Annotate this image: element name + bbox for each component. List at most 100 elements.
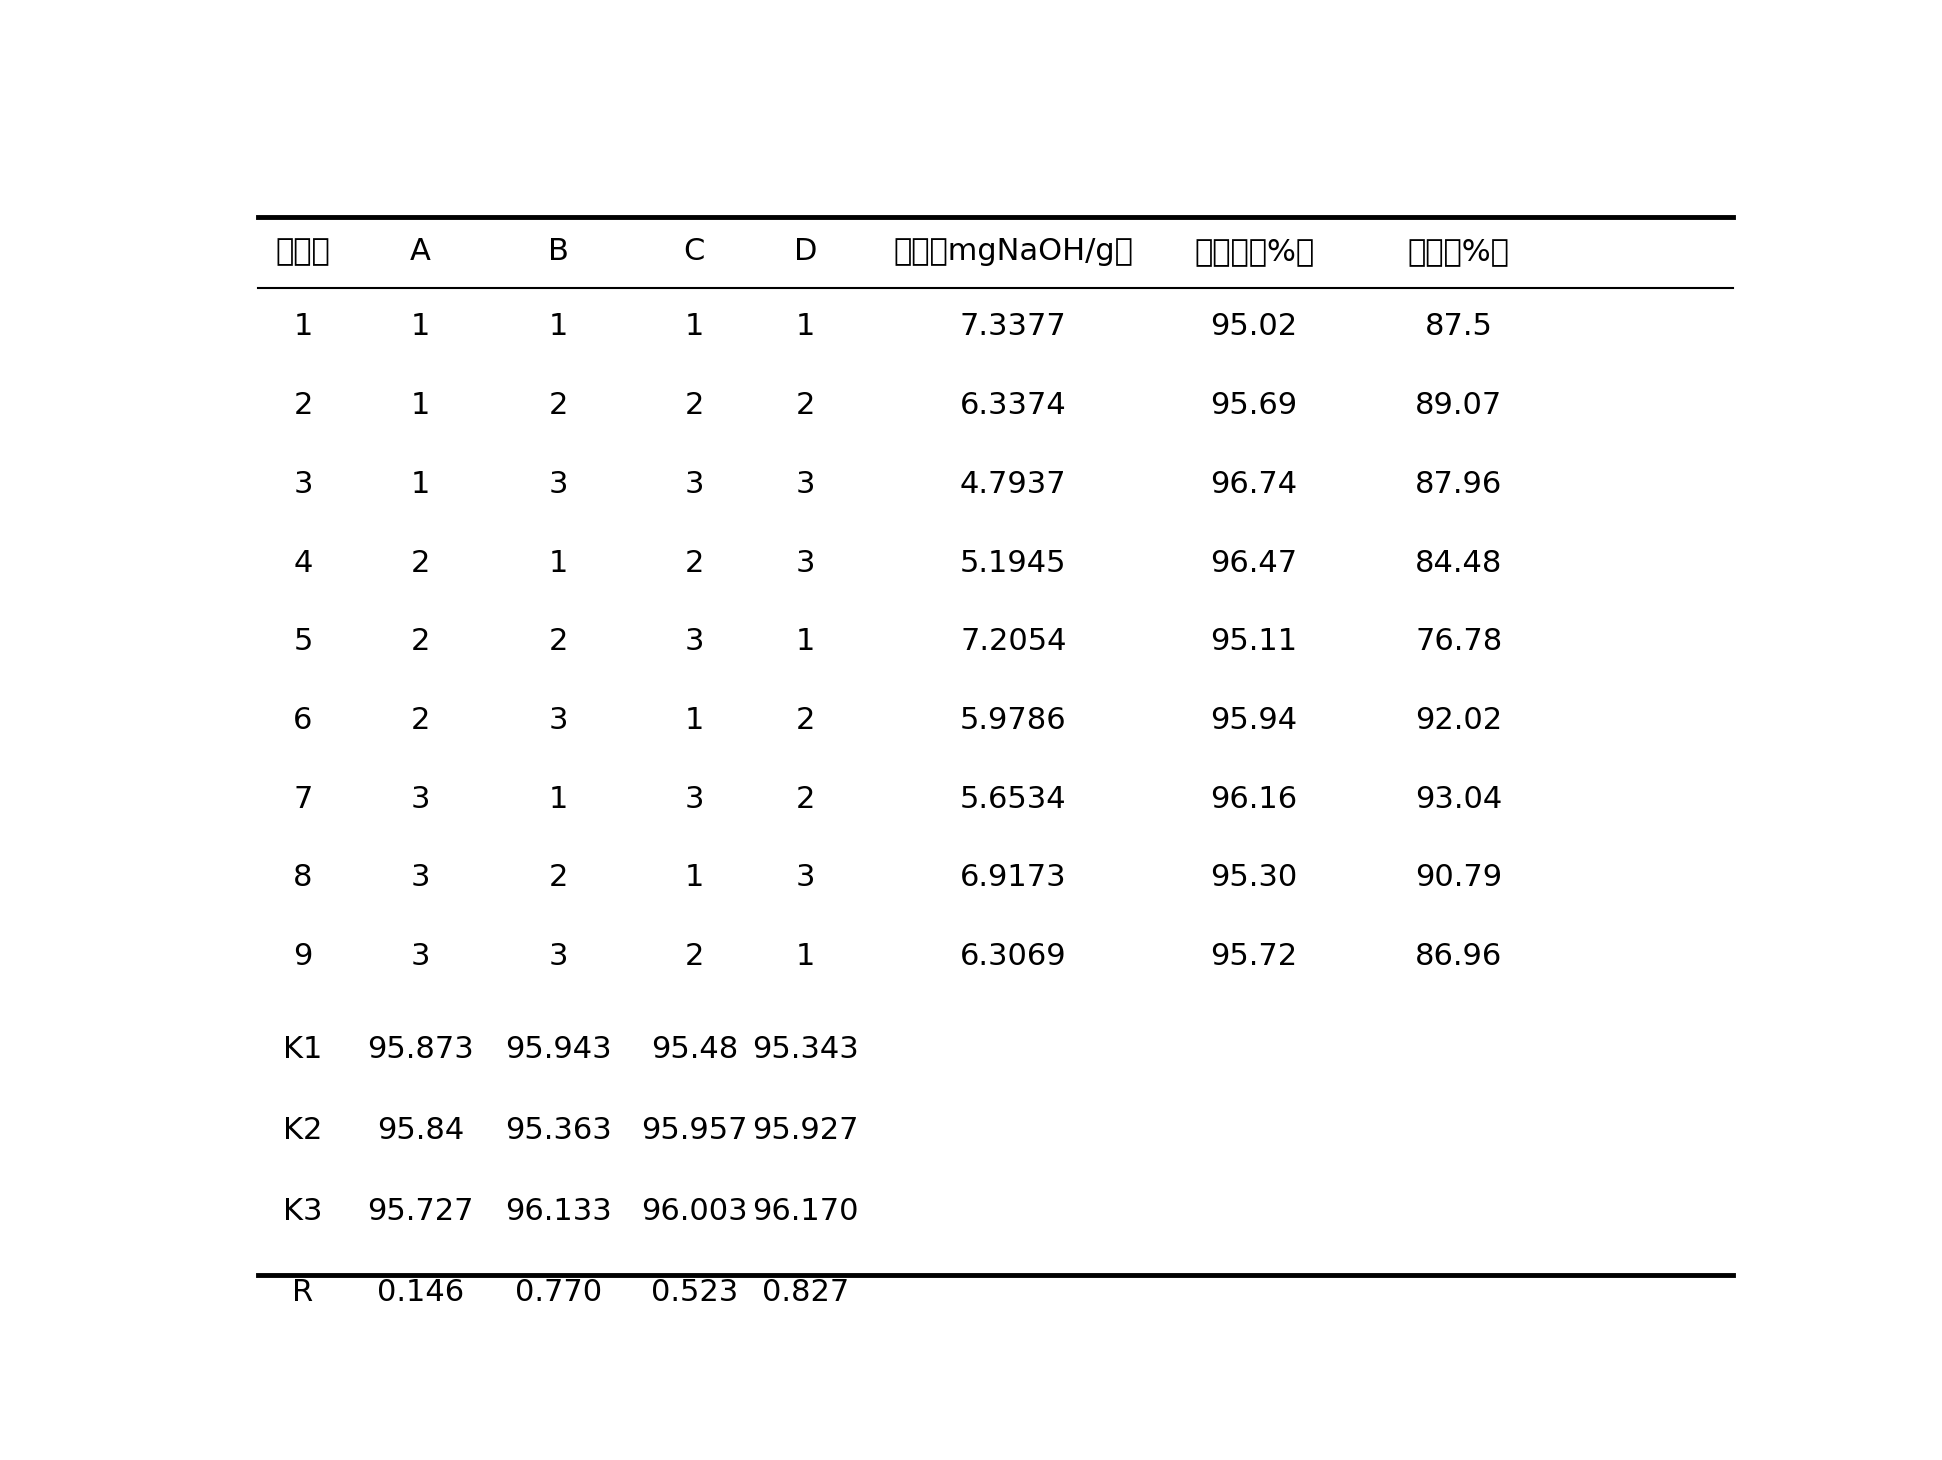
Text: 1: 1: [410, 470, 429, 499]
Text: 87.5: 87.5: [1425, 312, 1493, 342]
Text: 3: 3: [410, 942, 429, 971]
Text: 1: 1: [686, 707, 703, 734]
Text: R: R: [293, 1278, 313, 1307]
Text: 3: 3: [550, 707, 569, 734]
Text: D: D: [794, 237, 818, 266]
Text: 1: 1: [550, 549, 569, 578]
Text: 1: 1: [410, 312, 429, 342]
Text: 2: 2: [293, 391, 313, 420]
Text: 6.3374: 6.3374: [959, 391, 1066, 420]
Text: 7: 7: [293, 784, 313, 813]
Text: 95.943: 95.943: [505, 1035, 612, 1064]
Text: 6.9173: 6.9173: [959, 863, 1066, 892]
Text: 6: 6: [293, 707, 313, 734]
Text: 7.2054: 7.2054: [959, 628, 1066, 656]
Text: 1: 1: [686, 863, 703, 892]
Text: 1: 1: [410, 391, 429, 420]
Text: C: C: [684, 237, 705, 266]
Text: 96.74: 96.74: [1210, 470, 1297, 499]
Text: A: A: [410, 237, 431, 266]
Text: 96.133: 96.133: [505, 1197, 612, 1226]
Text: 92.02: 92.02: [1416, 707, 1503, 734]
Text: 6.3069: 6.3069: [959, 942, 1066, 971]
Text: 95.30: 95.30: [1210, 863, 1297, 892]
Text: 1: 1: [550, 312, 569, 342]
Text: 1: 1: [796, 628, 816, 656]
Text: 4.7937: 4.7937: [959, 470, 1066, 499]
Text: 3: 3: [550, 942, 569, 971]
Text: 2: 2: [686, 942, 703, 971]
Text: 95.94: 95.94: [1210, 707, 1297, 734]
Text: 2: 2: [550, 628, 569, 656]
Text: 95.11: 95.11: [1210, 628, 1297, 656]
Text: 95.727: 95.727: [367, 1197, 474, 1226]
Text: 76.78: 76.78: [1416, 628, 1503, 656]
Text: 2: 2: [550, 391, 569, 420]
Text: 5.9786: 5.9786: [959, 707, 1066, 734]
Text: 2: 2: [410, 707, 429, 734]
Text: 2: 2: [796, 391, 816, 420]
Text: 3: 3: [410, 863, 429, 892]
Text: 95.873: 95.873: [367, 1035, 474, 1064]
Text: 96.170: 96.170: [752, 1197, 858, 1226]
Text: 3: 3: [684, 628, 705, 656]
Text: 95.343: 95.343: [752, 1035, 858, 1064]
Text: 86.96: 86.96: [1416, 942, 1503, 971]
Text: 84.48: 84.48: [1416, 549, 1503, 578]
Text: 4: 4: [293, 549, 313, 578]
Text: 2: 2: [686, 391, 703, 420]
Text: 3: 3: [796, 470, 816, 499]
Text: 95.72: 95.72: [1210, 942, 1297, 971]
Text: 1: 1: [796, 312, 816, 342]
Text: 1: 1: [686, 312, 703, 342]
Text: 3: 3: [410, 784, 429, 813]
Text: 90.79: 90.79: [1416, 863, 1503, 892]
Text: B: B: [548, 237, 569, 266]
Text: 5.1945: 5.1945: [959, 549, 1066, 578]
Text: 96.47: 96.47: [1210, 549, 1297, 578]
Text: 1: 1: [796, 942, 816, 971]
Text: 2: 2: [686, 549, 703, 578]
Text: 95.927: 95.927: [752, 1117, 858, 1145]
Text: 2: 2: [796, 707, 816, 734]
Text: 2: 2: [410, 549, 429, 578]
Text: 2: 2: [410, 628, 429, 656]
Text: 3: 3: [293, 470, 313, 499]
Text: 93.04: 93.04: [1416, 784, 1503, 813]
Text: K3: K3: [284, 1197, 322, 1226]
Text: 96.16: 96.16: [1210, 784, 1297, 813]
Text: 产率（%）: 产率（%）: [1408, 237, 1509, 266]
Text: 87.96: 87.96: [1416, 470, 1503, 499]
Text: 0.146: 0.146: [377, 1278, 464, 1307]
Text: 5.6534: 5.6534: [959, 784, 1066, 813]
Text: 95.957: 95.957: [641, 1117, 748, 1145]
Text: 2: 2: [550, 863, 569, 892]
Text: 3: 3: [796, 549, 816, 578]
Text: 8: 8: [293, 863, 313, 892]
Text: 3: 3: [796, 863, 816, 892]
Text: 0.523: 0.523: [651, 1278, 738, 1307]
Text: 酸値（mgNaOH/g）: 酸値（mgNaOH/g）: [893, 237, 1134, 266]
Text: K1: K1: [284, 1035, 322, 1064]
Text: 96.003: 96.003: [641, 1197, 748, 1226]
Text: 2: 2: [796, 784, 816, 813]
Text: 3: 3: [550, 470, 569, 499]
Text: 实验号: 实验号: [276, 237, 330, 266]
Text: 95.363: 95.363: [505, 1117, 612, 1145]
Text: 9: 9: [293, 942, 313, 971]
Text: 95.48: 95.48: [651, 1035, 738, 1064]
Text: 95.84: 95.84: [377, 1117, 464, 1145]
Text: 0.827: 0.827: [761, 1278, 849, 1307]
Text: 0.770: 0.770: [515, 1278, 602, 1307]
Text: 1: 1: [293, 312, 313, 342]
Text: 1: 1: [550, 784, 569, 813]
Text: 酯化率（%）: 酯化率（%）: [1194, 237, 1315, 266]
Text: 3: 3: [684, 784, 705, 813]
Text: 5: 5: [293, 628, 313, 656]
Text: 95.02: 95.02: [1210, 312, 1297, 342]
Text: 7.3377: 7.3377: [959, 312, 1066, 342]
Text: 95.69: 95.69: [1210, 391, 1297, 420]
Text: 3: 3: [684, 470, 705, 499]
Text: K2: K2: [284, 1117, 322, 1145]
Text: 89.07: 89.07: [1416, 391, 1503, 420]
